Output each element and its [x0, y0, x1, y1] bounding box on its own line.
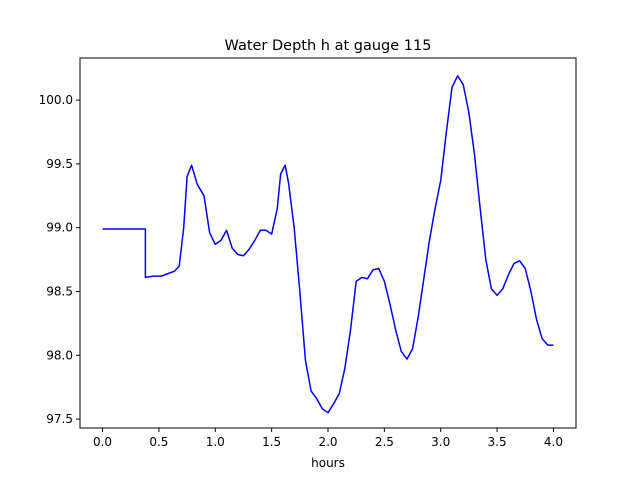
x-tick-label: 1.5: [262, 435, 281, 449]
y-tick-label: 98.5: [46, 284, 73, 298]
x-tick-label: 2.5: [375, 435, 394, 449]
series-line-0: [102, 75, 554, 414]
y-tick-label: 99.0: [46, 221, 73, 235]
x-tick-label: 3.0: [431, 435, 450, 449]
x-tick-label: 2.0: [318, 435, 337, 449]
x-tick-label: 0.0: [93, 435, 112, 449]
x-axis-label: hours: [311, 456, 345, 470]
y-tick-label: 100.0: [39, 93, 73, 107]
y-tick-label: 99.5: [46, 157, 73, 171]
y-tick-label: 97.5: [46, 412, 73, 426]
plot-area: [102, 75, 554, 414]
x-tick-label: 4.0: [544, 435, 563, 449]
y-tick-label: 98.0: [46, 348, 73, 362]
y-axis: 97.5 98.0 98.5 99.0 99.5 100.0: [39, 93, 80, 426]
x-tick-label: 0.5: [149, 435, 168, 449]
x-tick-label: 3.5: [488, 435, 507, 449]
x-axis: 0.0 0.5 1.0 1.5 2.0 2.5 3.0 3.5 4.0: [93, 428, 563, 449]
x-tick-label: 1.0: [206, 435, 225, 449]
chart-title: Water Depth h at gauge 115: [225, 38, 432, 54]
